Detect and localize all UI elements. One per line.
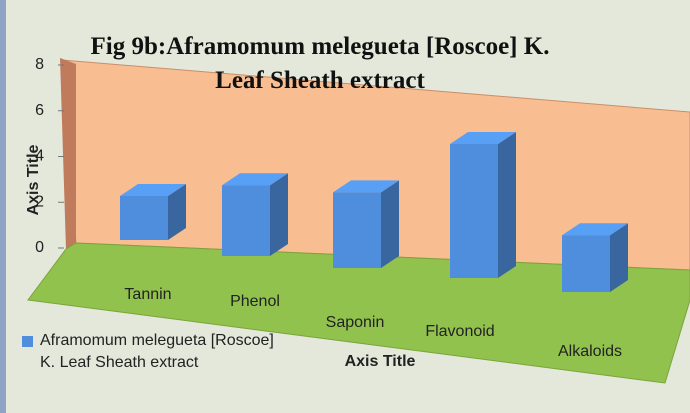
bar-side	[381, 180, 399, 268]
bar-front	[450, 144, 498, 278]
bar-top	[333, 180, 399, 193]
bar-front	[333, 192, 381, 268]
legend: Aframomum melegueta [Roscoe] K. Leaf She…	[22, 330, 290, 374]
bar-side	[610, 223, 628, 292]
y-axis-title: Axis Title	[25, 144, 42, 215]
bar-front	[562, 235, 610, 292]
x-tick-label: Alkaloids	[558, 343, 622, 360]
bar	[450, 132, 516, 278]
bar-side	[498, 132, 516, 278]
bar-front	[120, 196, 168, 240]
x-axis-title: Axis Title	[345, 353, 416, 370]
y-tick-label: 0	[35, 239, 44, 256]
floor	[27, 242, 690, 384]
legend-swatch	[22, 336, 33, 347]
bar	[222, 173, 288, 256]
bar-side	[270, 173, 288, 256]
bar-top	[222, 173, 288, 186]
x-tick-label: Saponin	[326, 314, 385, 331]
chart-title: Fig 9b:Aframomum melegueta [Roscoe] K. L…	[90, 33, 550, 94]
bar-front	[222, 185, 270, 256]
bar-top	[120, 184, 186, 196]
bar-top	[562, 223, 628, 236]
x-tick-label: Flavonoid	[425, 323, 494, 340]
bar	[333, 180, 399, 268]
x-tick-label: Tannin	[124, 286, 171, 303]
side-wall	[60, 58, 76, 249]
bar-top	[450, 132, 516, 144]
y-tick-label: 8	[35, 56, 44, 73]
bar-side	[168, 184, 186, 240]
bar	[562, 223, 628, 292]
bar	[120, 184, 186, 240]
legend-label: Aframomum melegueta [Roscoe] K. Leaf She…	[40, 332, 274, 371]
x-tick-label: Phenol	[230, 293, 280, 310]
y-tick-label: 2	[35, 193, 44, 210]
left-border	[0, 0, 6, 413]
y-tick-label: 4	[35, 148, 44, 165]
y-tick-label: 6	[35, 102, 44, 119]
